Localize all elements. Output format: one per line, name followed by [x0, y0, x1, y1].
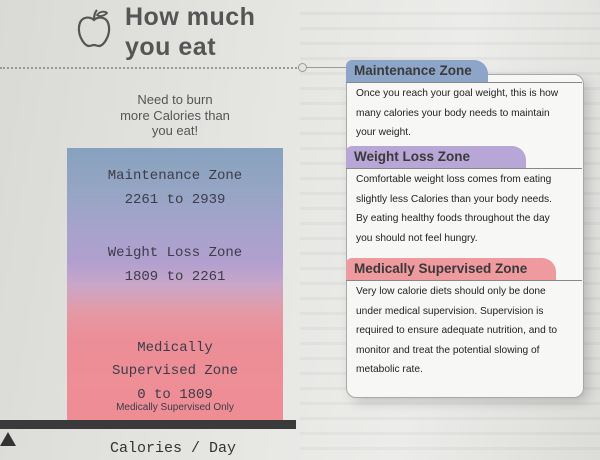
weight-loss-zone-title: Weight Loss Zone [354, 149, 471, 164]
weight-loss-line-1: Comfortable weight loss comes from eatin… [356, 174, 552, 185]
medical-zone-note: Medically Supervised Only [116, 402, 234, 413]
medical-zone-tab: Medically Supervised Zone [346, 258, 556, 280]
medical-zone-description: Very low calorie diets should only be do… [356, 282, 557, 380]
weight-loss-line-3: By eating healthy foods throughout the d… [356, 213, 550, 224]
maintenance-line-3: your weight. [356, 127, 411, 138]
medical-line-4: monitor and treat the potential slowing … [356, 344, 540, 356]
medical-zone-label-1: Medically [137, 340, 213, 356]
medical-zone-range: 0 to 1809 [137, 387, 213, 403]
maintenance-zone-label: Maintenance Zone [107, 168, 243, 184]
divider-connector [306, 67, 346, 68]
title-line-2: you eat [125, 33, 217, 61]
subtext-line-1: Need to burn [137, 92, 213, 107]
medical-line-5: metabolic rate. [356, 364, 423, 375]
weight-loss-zone-range: 1809 to 2261 [124, 269, 226, 285]
weight-loss-zone-tab: Weight Loss Zone [346, 146, 526, 168]
medical-line-3: required to ensure adequate nutrition, a… [356, 325, 558, 336]
maintenance-line-2: many calories your body needs to maintai… [356, 107, 550, 119]
medical-zone-title: Medically Supervised Zone [354, 261, 528, 276]
calorie-zones-bar: Maintenance Zone 2261 to 2939 Weight Los… [67, 148, 283, 420]
axis-arrow-icon [0, 432, 16, 446]
burn-more-note: Need to burn more Calories than you eat! [80, 92, 270, 139]
weight-loss-line-4: you should not feel hungry. [356, 232, 478, 244]
subtext-line-2: more Calories than [120, 107, 230, 123]
title-line-1: How much [125, 3, 256, 31]
weight-loss-zone-description: Comfortable weight loss comes from eatin… [356, 170, 552, 248]
medical-zone-label-2: Supervised Zone [111, 363, 239, 379]
weight-loss-zone-label: Weight Loss Zone [107, 245, 243, 261]
maintenance-zone-description: Once you reach your goal weight, this is… [356, 84, 558, 143]
maintenance-tab-underline [346, 82, 582, 83]
weight-loss-tab-underline [346, 168, 582, 169]
maintenance-zone-range: 2261 to 2939 [124, 192, 226, 208]
page-title: How much you eat [125, 2, 255, 62]
dotted-divider [0, 67, 300, 69]
axis-bar [0, 420, 296, 429]
calories-per-day-label: Calories / Day [110, 440, 237, 457]
weight-loss-line-2: slightly less Calories than your body ne… [356, 193, 552, 205]
zone-explanations-card [346, 74, 584, 398]
medical-tab-underline [346, 280, 582, 281]
medical-line-2: under medical supervision. Supervision i… [356, 305, 544, 317]
maintenance-zone-title: Maintenance Zone [354, 63, 472, 78]
medical-line-1: Very low calorie diets should only be do… [356, 286, 546, 297]
subtext-line-3: you eat! [151, 123, 199, 138]
maintenance-zone-tab: Maintenance Zone [346, 60, 488, 82]
maintenance-line-1: Once you reach your goal weight, this is… [356, 88, 559, 99]
apple-icon [77, 9, 111, 48]
